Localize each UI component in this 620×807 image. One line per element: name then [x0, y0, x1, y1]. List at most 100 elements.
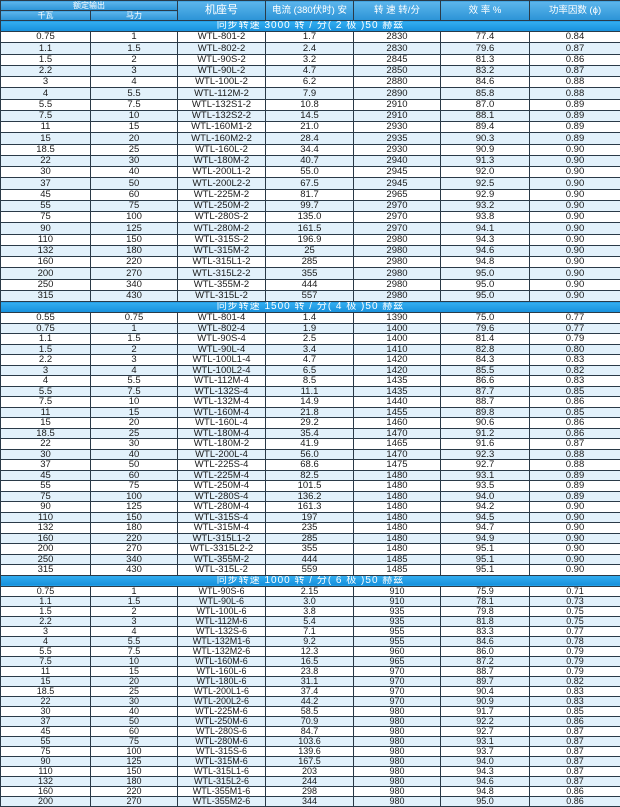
power-factor-cell: 0.80	[530, 344, 620, 355]
speed-cell: 1480	[354, 533, 441, 544]
current-cell: 4.7	[266, 65, 354, 76]
model-cell: WTL-250M-6	[178, 716, 266, 726]
efficiency-cell: 95.0	[441, 279, 530, 290]
current-cell: 3.4	[266, 344, 354, 355]
current-cell: 3.0	[266, 596, 354, 606]
section-title: 同步转速 1500 转 / 分( 4 极 )50 赫兹	[1, 302, 620, 313]
current-cell: 1.4	[266, 313, 354, 324]
model-cell: WTL-225M-2	[178, 189, 266, 200]
current-cell: 203	[266, 766, 354, 776]
current-cell: 355	[266, 268, 354, 279]
hp-cell: 220	[91, 786, 178, 796]
speed-cell: 1485	[354, 565, 441, 576]
power-factor-cell: 0.79	[530, 646, 620, 656]
current-cell: 12.3	[266, 646, 354, 656]
model-header: 机座号	[178, 1, 266, 21]
section-title: 同步转速 3000 转 / 分( 2 极 )50 赫兹	[1, 21, 620, 32]
hp-cell: 15	[91, 407, 178, 418]
model-cell: WTL-90L-6	[178, 596, 266, 606]
speed-cell: 980	[354, 736, 441, 746]
speed-cell: 1400	[354, 323, 441, 334]
hp-cell: 2	[91, 344, 178, 355]
current-cell: 21.0	[266, 122, 354, 133]
current-cell: 298	[266, 786, 354, 796]
power-factor-cell: 0.88	[530, 88, 620, 99]
power-factor-cell: 0.87	[530, 756, 620, 766]
kw-cell: 2.2	[1, 616, 91, 626]
model-cell: WTL-100L2-4	[178, 365, 266, 376]
model-cell: WTL-132M-4	[178, 397, 266, 408]
model-cell: WTL-315L2-6	[178, 776, 266, 786]
hp-cell: 3	[91, 355, 178, 366]
power-factor-cell: 0.88	[530, 449, 620, 460]
power-factor-cell: 0.90	[530, 200, 620, 211]
efficiency-cell: 91.2	[441, 428, 530, 439]
model-cell: WTL-90S-2	[178, 54, 266, 65]
hp-cell: 180	[91, 776, 178, 786]
kw-cell: 75	[1, 746, 91, 756]
model-cell: WTL-90L-2	[178, 65, 266, 76]
model-cell: WTL-180L-6	[178, 676, 266, 686]
power-factor-cell: 0.83	[530, 686, 620, 696]
current-cell: 235	[266, 523, 354, 534]
power-factor-cell: 0.89	[530, 110, 620, 121]
efficiency-cell: 83.2	[441, 65, 530, 76]
power-factor-cell: 0.90	[530, 234, 620, 245]
speed-cell: 1470	[354, 428, 441, 439]
hp-cell: 4	[91, 626, 178, 636]
speed-cell: 1480	[354, 502, 441, 513]
power-factor-cell: 0.90	[530, 189, 620, 200]
power-factor-cell: 0.86	[530, 54, 620, 65]
model-cell: WTL-112M-6	[178, 616, 266, 626]
model-cell: WTL-132M2-6	[178, 646, 266, 656]
current-cell: 81.7	[266, 189, 354, 200]
model-cell: WTL-802-4	[178, 323, 266, 334]
kw-cell: 4	[1, 636, 91, 646]
efficiency-cell: 93.8	[441, 212, 530, 223]
speed-cell: 935	[354, 616, 441, 626]
power-factor-cell: 0.89	[530, 470, 620, 481]
model-cell: WTL-315S-6	[178, 746, 266, 756]
efficiency-cell: 94.0	[441, 756, 530, 766]
speed-cell: 2830	[354, 32, 441, 43]
efficiency-cell: 94.9	[441, 533, 530, 544]
kw-cell: 250	[1, 279, 91, 290]
efficiency-cell: 89.7	[441, 676, 530, 686]
efficiency-cell: 86.0	[441, 646, 530, 656]
power-factor-cell: 0.85	[530, 706, 620, 716]
model-cell: WTL-100L-2	[178, 77, 266, 88]
current-cell: 2.4	[266, 43, 354, 54]
efficiency-cell: 83.3	[441, 626, 530, 636]
kw-cell: 30	[1, 706, 91, 716]
hp-cell: 270	[91, 544, 178, 555]
efficiency-cell: 91.7	[441, 706, 530, 716]
current-cell: 355	[266, 544, 354, 555]
efficiency-cell: 94.6	[441, 776, 530, 786]
hp-cell: 4	[91, 77, 178, 88]
kw-cell: 15	[1, 676, 91, 686]
efficiency-cell: 77.4	[441, 32, 530, 43]
power-factor-cell: 0.90	[530, 512, 620, 523]
power-factor-cell: 0.73	[530, 596, 620, 606]
hp-cell: 1	[91, 32, 178, 43]
speed-cell: 2930	[354, 144, 441, 155]
speed-cell: 955	[354, 626, 441, 636]
current-cell: 82.5	[266, 470, 354, 481]
model-cell: WTL-280M-2	[178, 223, 266, 234]
speed-cell: 965	[354, 656, 441, 666]
power-factor-cell: 0.90	[530, 257, 620, 268]
model-cell: WTL-250M-2	[178, 200, 266, 211]
efficiency-cell: 88.7	[441, 666, 530, 676]
